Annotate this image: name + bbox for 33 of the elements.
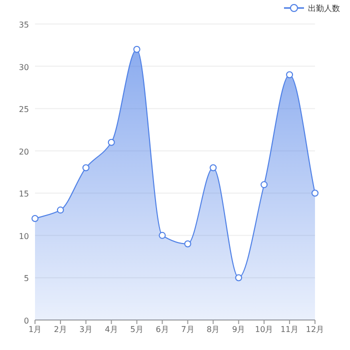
x-tick-label: 12月 [306, 325, 324, 334]
point [286, 71, 294, 78]
x-tick-label: 1月 [28, 325, 42, 334]
y-tick-label: 10 [18, 232, 29, 241]
x-tick-label: 6月 [156, 325, 169, 334]
point [184, 240, 192, 248]
x-tick-label: 5月 [130, 325, 144, 334]
point [312, 190, 318, 197]
x-tick-label: 9月 [232, 325, 246, 334]
x-tick-label: 3月 [79, 325, 92, 334]
y-tick-label: 15 [18, 190, 29, 199]
point [108, 138, 115, 146]
x-tick-label: 11月 [280, 325, 299, 334]
point [56, 206, 64, 214]
y-tick-label: 30 [18, 62, 29, 72]
y-tick-label: 20 [18, 147, 29, 156]
legend-label: 出勤人数 [308, 4, 340, 13]
x-tick-label: 2月 [54, 325, 67, 334]
y-tick-label: 5 [24, 274, 29, 284]
point [210, 164, 217, 172]
x-tick-label: 8月 [206, 325, 220, 334]
point [260, 181, 268, 188]
point [82, 164, 90, 172]
x-tick-label: 4月 [104, 325, 118, 334]
point [235, 274, 242, 282]
point [32, 215, 38, 222]
x-tick-label: 7月 [181, 325, 194, 334]
y-tick-label: 25 [18, 105, 29, 114]
point [158, 232, 166, 239]
x-tick-label: 10月 [254, 325, 274, 334]
y-tick-label: 0 [24, 316, 29, 326]
y-tick-label: 35 [18, 20, 29, 30]
point [133, 46, 140, 53]
